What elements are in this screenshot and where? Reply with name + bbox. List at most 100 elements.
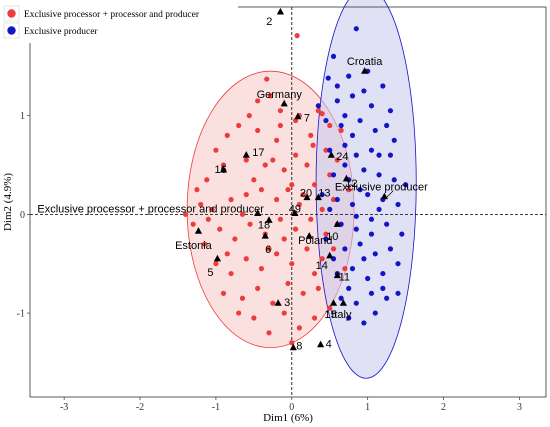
- point-producer: [403, 182, 409, 188]
- point-processor: [274, 251, 280, 257]
- supplementary-marker: [326, 251, 334, 259]
- point-producer: [353, 152, 359, 158]
- x-tick-label: 0: [289, 402, 294, 413]
- point-producer: [372, 127, 378, 134]
- point-processor: [274, 196, 280, 203]
- point-processor: [327, 122, 333, 129]
- supplementary-label: Exclusive producer: [335, 182, 428, 194]
- supplementary-label: 2: [266, 16, 272, 28]
- point-processor: [330, 196, 337, 203]
- point-producer: [368, 147, 375, 153]
- point-producer: [349, 266, 356, 272]
- supplementary-label: 17: [252, 147, 264, 159]
- point-processor: [281, 167, 287, 173]
- point-processor: [274, 137, 280, 143]
- supplementary-label: 4: [326, 339, 332, 351]
- supplementary-label: 5: [207, 267, 213, 279]
- supplementary-label: Croatia: [347, 56, 383, 68]
- point-processor: [182, 211, 189, 217]
- point-producer: [391, 177, 397, 183]
- point-processor: [289, 182, 295, 188]
- point-producer: [349, 132, 356, 138]
- point-processor: [266, 246, 272, 252]
- point-producer: [380, 270, 386, 277]
- point-processor: [323, 231, 329, 237]
- point-processor: [201, 241, 208, 247]
- point-processor: [228, 270, 234, 277]
- supplementary-label: 7: [304, 113, 310, 125]
- x-tick-label: 3: [517, 402, 522, 413]
- x-tick-label: -2: [136, 402, 144, 413]
- individual-points: [182, 26, 409, 346]
- point-producer: [357, 187, 363, 193]
- legend-marker-processor: [7, 9, 16, 18]
- point-producer: [368, 216, 375, 222]
- supplementary-label: 3: [284, 297, 290, 309]
- point-processor: [292, 152, 299, 158]
- point-producer: [372, 251, 378, 257]
- point-producer: [395, 261, 401, 267]
- point-processor: [289, 261, 295, 267]
- supplementary-marker: [305, 232, 313, 239]
- supplementary-marker: [339, 299, 347, 306]
- point-processor: [198, 201, 204, 208]
- point-processor: [346, 187, 352, 193]
- point-processor: [330, 246, 337, 252]
- point-processor: [270, 157, 276, 163]
- point-producer: [330, 53, 337, 59]
- point-processor: [315, 285, 321, 291]
- supplementary-marker: [303, 193, 311, 201]
- point-producer: [342, 246, 348, 252]
- point-processor: [220, 162, 227, 168]
- x-tick-label: -1: [212, 402, 220, 413]
- point-processor: [209, 206, 215, 213]
- point-processor: [232, 236, 238, 242]
- point-producer: [376, 152, 382, 158]
- supplementary-marker: [314, 193, 322, 201]
- point-producer: [342, 113, 348, 119]
- point-processor: [243, 157, 249, 163]
- point-processor: [277, 108, 284, 114]
- point-processor: [246, 113, 252, 119]
- supplementary-label: 15: [324, 309, 336, 321]
- y-tick-label: -1: [17, 309, 25, 320]
- supplementary-marker: [276, 7, 285, 15]
- x-tick-label: 1: [365, 402, 370, 413]
- point-processor: [289, 340, 295, 346]
- point-producer: [357, 241, 363, 247]
- plot-frame: [29, 6, 547, 398]
- point-processor: [319, 256, 325, 262]
- point-producer: [380, 285, 386, 291]
- point-processor: [311, 315, 318, 321]
- point-producer: [368, 231, 375, 237]
- point-processor: [281, 310, 287, 316]
- supplementary-marker: [342, 174, 351, 182]
- point-producer: [361, 256, 367, 262]
- point-processor: [308, 216, 314, 222]
- y-tick-label: 0: [20, 210, 25, 221]
- point-producer: [353, 213, 359, 219]
- point-processor: [296, 325, 302, 331]
- point-producer: [365, 275, 371, 282]
- supplementary-marker: [294, 112, 302, 120]
- point-processor: [236, 310, 242, 316]
- point-processor: [281, 236, 287, 242]
- point-producer: [346, 315, 352, 321]
- point-producer: [323, 117, 329, 124]
- supplementary-marker: [254, 209, 262, 216]
- point-producer: [391, 137, 397, 143]
- point-processor: [239, 211, 246, 217]
- supplementary-marker: [194, 227, 203, 234]
- point-producer: [327, 147, 333, 153]
- point-processor: [270, 300, 276, 306]
- supplementary-marker: [213, 254, 222, 262]
- point-processor: [213, 261, 219, 267]
- supplementary-marker: [261, 232, 269, 239]
- point-processor: [294, 33, 300, 39]
- legend-label-producer: Exclusive producer: [24, 27, 98, 37]
- point-processor: [204, 177, 210, 183]
- point-processor: [327, 305, 333, 311]
- supplementary-label: 8: [296, 341, 302, 353]
